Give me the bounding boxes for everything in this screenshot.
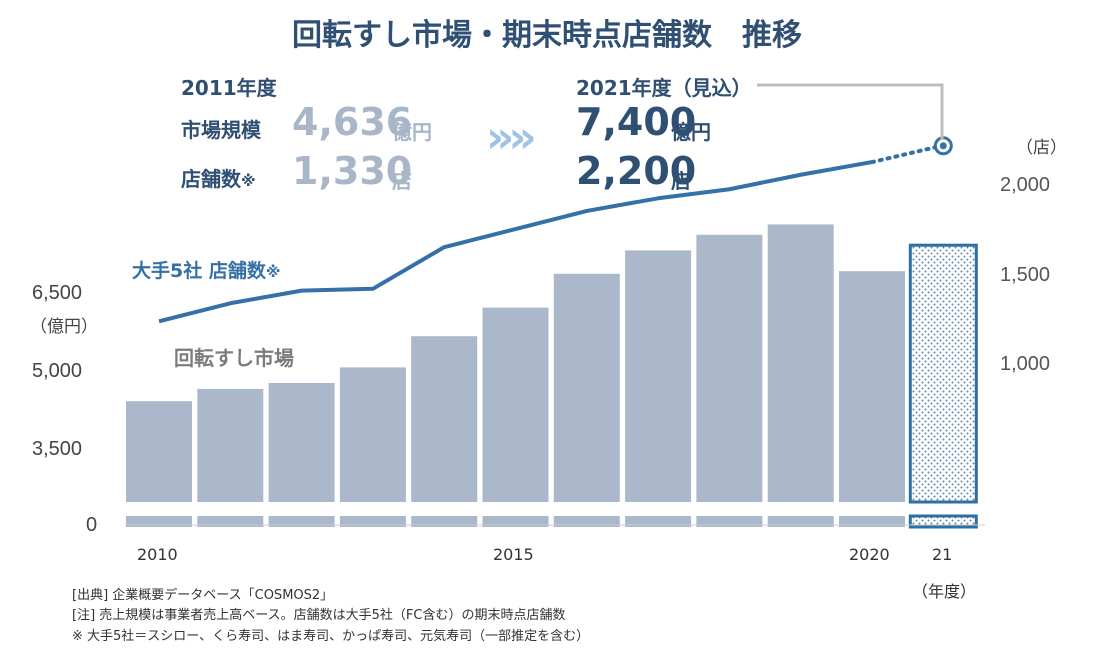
summary-to-market-value: 7,400 [576, 100, 697, 144]
line-series-label: 大手5社 店舗数※ [132, 260, 281, 282]
bar-2011 [197, 388, 264, 502]
forecast-connector [757, 83, 944, 140]
line-stores [158, 160, 873, 324]
note-top5: ※ 大手5社＝スシロー、くら寿司、はま寿司、かっぱ寿司、元気寿司（一部推定を含む… [72, 629, 590, 644]
bar-2014 [411, 336, 478, 502]
bar-base-2019 [767, 516, 834, 527]
summary-to-market-unit: 億円 [671, 120, 711, 144]
x-tick-2020: 2020 [849, 545, 890, 564]
summary-from-stores-value: 1,330 [292, 149, 413, 193]
bar-2015 [482, 307, 549, 502]
left-tick-0: 0 [86, 514, 98, 536]
forecast-point-inner [939, 142, 947, 150]
summary-from-market-label: 市場規模 [181, 118, 261, 142]
summary-to-stores-value: 2,200 [576, 149, 697, 193]
right-axis-unit: （店） [1016, 138, 1067, 158]
bar-2013 [339, 367, 406, 502]
right-tick-1500: 1,500 [1000, 264, 1051, 286]
left-tick-6500: 6,500 [32, 282, 83, 304]
bar-2017 [625, 250, 692, 502]
bar-2010 [126, 401, 192, 502]
summary-from-year: 2011年度 [181, 76, 277, 100]
left-tick-5000: 5,000 [32, 360, 83, 382]
note-definition: [注] 売上規模は事業者売上高ベース。店舗数は大手5社（FC含む）の期末時点店舗… [72, 608, 566, 623]
bar-2016 [553, 273, 620, 502]
x-tick-21: 21 [932, 545, 953, 564]
summary-from-market-value: 4,636 [292, 100, 413, 144]
bar-base-2018 [696, 516, 763, 527]
chart-title: 回転すし市場・期末時点店舗数 推移 [292, 18, 802, 53]
bar-base-2014 [411, 516, 478, 527]
bar-series-label: 回転すし市場 [174, 346, 294, 370]
bar-base-2013 [339, 516, 406, 527]
bar-2012 [268, 383, 335, 502]
left-axis-unit: （億円） [30, 317, 98, 337]
bar-base-2020 [839, 516, 905, 527]
bar-base-2011 [197, 516, 264, 527]
bar-base-2017 [625, 516, 692, 527]
summary-from-stores-unit: 店 [392, 169, 412, 193]
bar-base-2010 [126, 516, 192, 527]
right-tick-1000: 1,000 [1000, 353, 1051, 375]
bar-2019 [767, 224, 834, 502]
summary-from-stores-label: 店舗数※ [181, 167, 256, 191]
bar-base-2012 [268, 516, 335, 527]
right-tick-2000: 2,000 [1000, 174, 1051, 196]
left-tick-3500: 3,500 [32, 438, 83, 460]
bar-base-21 [908, 514, 978, 529]
summary-to-year: 2021年度（見込） [576, 76, 752, 100]
bar-21 [908, 243, 978, 504]
summary-to-stores-unit: 店 [671, 169, 691, 193]
bar-base-2016 [553, 516, 620, 527]
bar-base-2015 [482, 516, 549, 527]
bar-2020 [839, 271, 905, 502]
line-stores-forecast [870, 144, 940, 165]
summary-from-market-unit: 億円 [392, 120, 432, 144]
x-axis-unit: （年度） [912, 582, 977, 601]
bar-2018 [696, 234, 763, 503]
x-tick-2015: 2015 [493, 545, 534, 564]
note-source: [出典] 企業概要データベース「COSMOS2」 [72, 588, 334, 603]
summary-arrow-icon: »» [486, 112, 537, 163]
x-tick-2010: 2010 [137, 545, 178, 564]
